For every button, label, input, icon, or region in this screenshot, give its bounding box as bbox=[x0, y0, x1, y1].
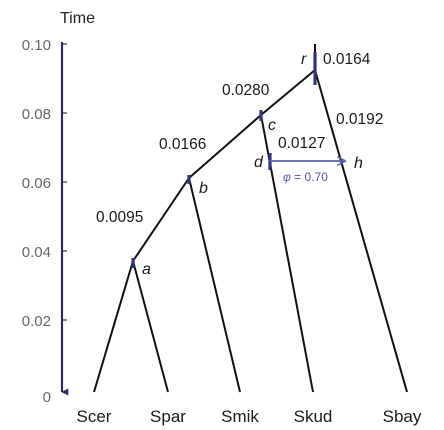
branch-length-r-h: 0.0192 bbox=[336, 111, 383, 128]
axis-tick-label: 0.06 bbox=[22, 175, 51, 192]
edge-spar bbox=[132, 260, 169, 393]
branch-length-c-d: 0.0127 bbox=[278, 135, 325, 152]
introgression-probability: φ = 0.70 bbox=[283, 170, 328, 184]
edge-c-r bbox=[260, 69, 316, 116]
phi-value: = 0.70 bbox=[294, 170, 328, 184]
axis-title: Time bbox=[60, 10, 95, 27]
axis-tick-label: 0 bbox=[43, 389, 51, 406]
time-axis: Time 0.10 0.08 0.06 0.04 0.02 0 bbox=[22, 10, 95, 406]
edge-smik bbox=[188, 177, 241, 393]
node-label-c: c bbox=[268, 117, 276, 134]
node-label-d: d bbox=[254, 154, 264, 171]
branch-length-root: 0.0164 bbox=[323, 51, 371, 68]
node-label-b: b bbox=[199, 180, 208, 197]
branch-length-c-r: 0.0280 bbox=[222, 82, 270, 99]
node-label-a: a bbox=[142, 261, 151, 278]
leaf-labels: Scer Spar Smik Skud Sbay bbox=[77, 407, 422, 426]
axis-tick-label: 0.02 bbox=[22, 313, 51, 330]
node-labels: a b c d r h bbox=[142, 51, 363, 278]
edge-sbay bbox=[314, 69, 408, 393]
branch-length-b-c: 0.0166 bbox=[159, 136, 206, 153]
branch-length-labels: 0.0095 0.0166 0.0280 0.0164 0.0127 0.019… bbox=[96, 51, 383, 226]
axis-tick-label: 0.04 bbox=[22, 244, 51, 261]
axis-tick-label: 0.10 bbox=[22, 37, 51, 54]
branch-length-a-b: 0.0095 bbox=[96, 209, 143, 226]
leaf-label-sbay: Sbay bbox=[383, 407, 422, 426]
edge-b-c bbox=[188, 114, 262, 179]
edge-scer bbox=[93, 260, 134, 393]
phi-symbol: φ bbox=[283, 170, 291, 184]
node-label-r: r bbox=[301, 51, 307, 68]
leaf-label-smik: Smik bbox=[221, 407, 259, 426]
node-markers bbox=[131, 52, 317, 268]
axis-tick-label: 0.08 bbox=[22, 106, 51, 123]
leaf-label-spar: Spar bbox=[150, 407, 186, 426]
node-label-h: h bbox=[354, 155, 363, 172]
leaf-label-scer: Scer bbox=[77, 407, 112, 426]
leaf-label-skud: Skud bbox=[294, 407, 333, 426]
introgression-event: φ = 0.70 bbox=[270, 161, 345, 184]
edge-a-b bbox=[132, 177, 190, 262]
